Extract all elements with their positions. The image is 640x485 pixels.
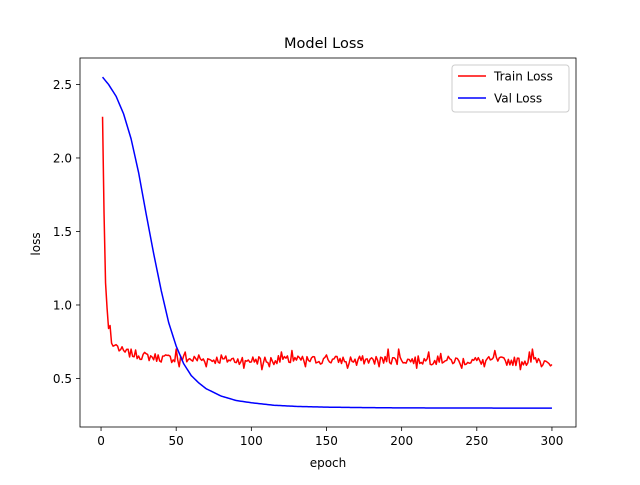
x-tick-label: 250	[465, 434, 488, 448]
y-tick-label: 0.5	[53, 372, 72, 386]
x-tick-label: 300	[540, 434, 563, 448]
x-axis-label: epoch	[310, 456, 347, 470]
plot-area: 0 50 100 150 200 250 300 0.5 1.0 1.5 2.0 2.5	[53, 57, 577, 448]
x-tick-label: 200	[390, 434, 413, 448]
legend-label-1: Val Loss	[494, 92, 542, 106]
axes-frame	[79, 57, 577, 428]
legend-label-0: Train Loss	[493, 70, 553, 84]
y-tick-label: 2.0	[53, 151, 72, 165]
y-axis-label: loss	[29, 232, 43, 255]
x-tick-label: 0	[97, 434, 105, 448]
x-tick-label: 100	[240, 434, 263, 448]
y-tick-label: 2.5	[53, 78, 72, 92]
legend: Train Loss Val Loss	[451, 64, 570, 113]
x-tick-label: 50	[169, 434, 184, 448]
series-line-1	[101, 76, 552, 409]
chart-title: Model Loss	[284, 36, 364, 52]
y-tick-label: 1.0	[53, 298, 72, 312]
series-line-0	[101, 116, 553, 371]
y-tick-label: 1.5	[53, 225, 72, 239]
x-tick-label: 150	[315, 434, 338, 448]
